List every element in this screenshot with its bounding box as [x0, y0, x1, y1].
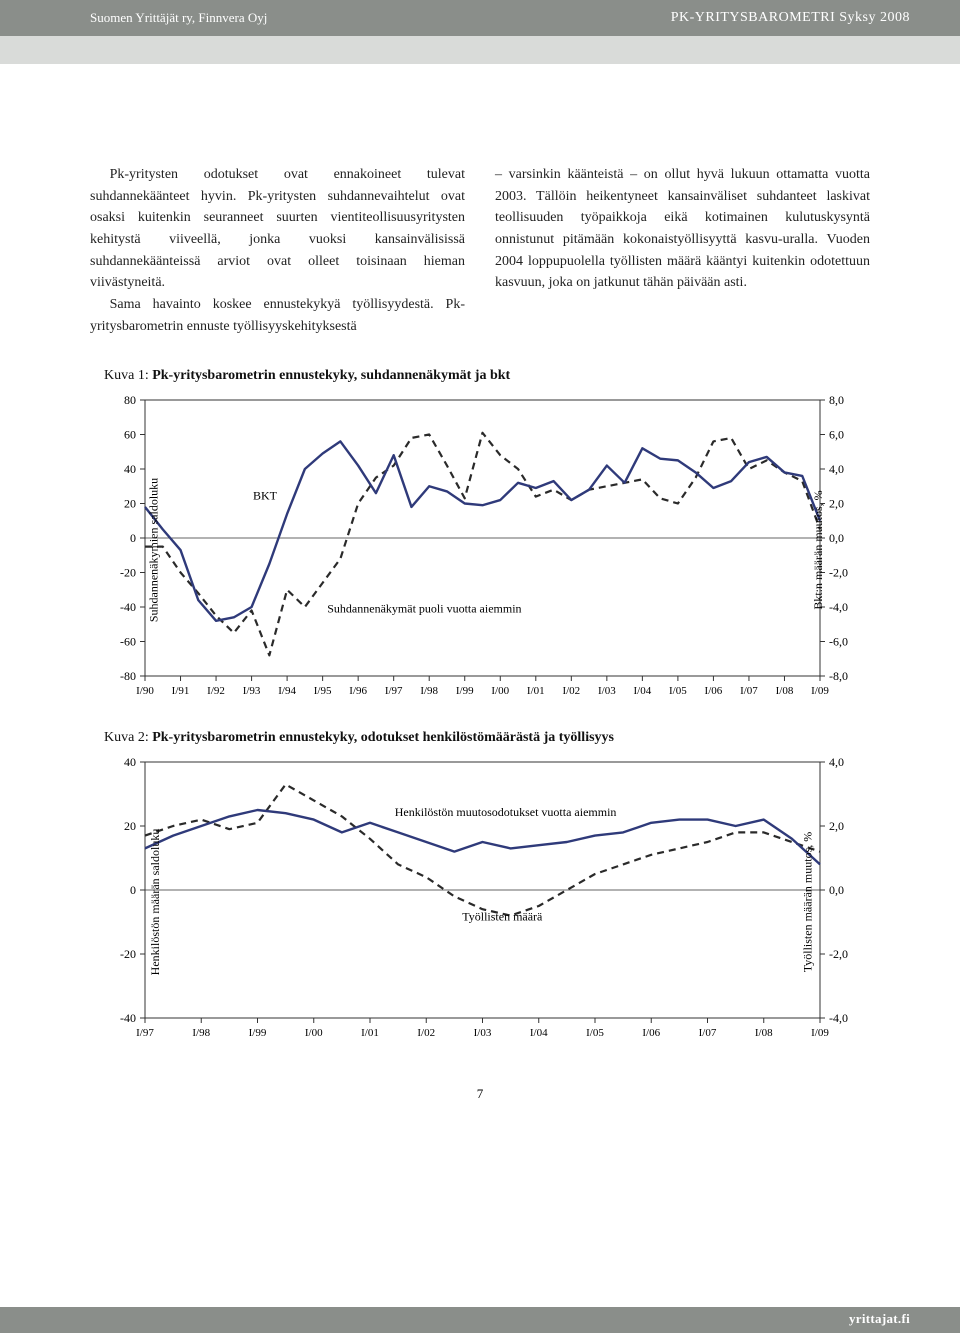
svg-text:I/07: I/07 — [699, 1027, 717, 1039]
header-bar: Suomen Yrittäjät ry, Finnvera Oyj PK-YRI… — [0, 0, 960, 36]
svg-text:I/97: I/97 — [385, 685, 403, 697]
svg-text:I/02: I/02 — [562, 685, 580, 697]
svg-text:I/06: I/06 — [642, 1027, 660, 1039]
svg-text:-20: -20 — [120, 565, 136, 579]
svg-text:I/09: I/09 — [811, 685, 829, 697]
page: Suomen Yrittäjät ry, Finnvera Oyj PK-YRI… — [0, 0, 960, 1333]
svg-text:80: 80 — [124, 393, 136, 407]
footer-bar: yrittajat.fi — [0, 1307, 960, 1333]
svg-text:I/01: I/01 — [527, 685, 545, 697]
svg-text:4,0: 4,0 — [829, 755, 844, 769]
svg-text:-20: -20 — [120, 947, 136, 961]
svg-text:-80: -80 — [120, 669, 136, 683]
chart-2: Henkilöstön määrän saldoluku Työllisten … — [90, 752, 870, 1052]
paragraph: – varsinkin käänteistä – on ollut hyvä l… — [495, 164, 870, 294]
svg-text:-2,0: -2,0 — [829, 565, 848, 579]
svg-text:I/02: I/02 — [417, 1027, 435, 1039]
chart-1: Suhdannenäkymien saldoluku Bkt:n määrän … — [90, 390, 870, 710]
svg-text:20: 20 — [124, 819, 136, 833]
svg-text:I/00: I/00 — [491, 685, 509, 697]
svg-text:I/90: I/90 — [136, 685, 154, 697]
chart-2-svg: -40 -4,0 -20 -2,0 0 0,0 20 2,0 40 4,0 I/97 I/98 I/99… — [90, 752, 870, 1052]
svg-text:40: 40 — [124, 462, 136, 476]
header-right: PK-YRITYSBAROMETRI Syksy 2008 — [671, 10, 910, 26]
svg-text:60: 60 — [124, 427, 136, 441]
svg-text:I/99: I/99 — [456, 685, 474, 697]
svg-text:I/05: I/05 — [669, 685, 687, 697]
y-axis-right-label: Työllisten määrän muutos, % — [800, 831, 815, 971]
svg-text:I/07: I/07 — [740, 685, 758, 697]
svg-text:I/97: I/97 — [136, 1027, 154, 1039]
column-right: – varsinkin käänteistä – on ollut hyvä l… — [495, 164, 870, 338]
svg-text:I/96: I/96 — [349, 685, 367, 697]
content: Pk-yritysten odotukset ovat ennakoineet … — [0, 64, 960, 1132]
svg-text:I/91: I/91 — [172, 685, 190, 697]
svg-text:-40: -40 — [120, 600, 136, 614]
figure-2-title: Kuva 2: Pk-yritysbarometrin ennustekyky,… — [104, 730, 870, 746]
svg-text:0,0: 0,0 — [829, 531, 844, 545]
svg-text:I/09: I/09 — [811, 1027, 829, 1039]
svg-text:2,0: 2,0 — [829, 819, 844, 833]
svg-text:4,0: 4,0 — [829, 462, 844, 476]
svg-text:I/08: I/08 — [776, 685, 794, 697]
svg-text:I/08: I/08 — [755, 1027, 773, 1039]
svg-text:I/06: I/06 — [705, 685, 723, 697]
svg-text:0: 0 — [130, 883, 136, 897]
svg-text:I/99: I/99 — [249, 1027, 267, 1039]
svg-text:40: 40 — [124, 755, 136, 769]
svg-text:20: 20 — [124, 496, 136, 510]
svg-text:Työllisten määrä: Työllisten määrä — [462, 909, 543, 923]
svg-text:I/93: I/93 — [243, 685, 261, 697]
svg-text:I/01: I/01 — [361, 1027, 379, 1039]
svg-text:6,0: 6,0 — [829, 427, 844, 441]
figure-1-title: Kuva 1: Pk-yritysbarometrin ennustekyky,… — [104, 368, 870, 384]
svg-text:I/04: I/04 — [530, 1027, 548, 1039]
column-left: Pk-yritysten odotukset ovat ennakoineet … — [90, 164, 465, 338]
svg-text:-40: -40 — [120, 1011, 136, 1025]
svg-text:I/92: I/92 — [207, 685, 225, 697]
svg-text:2,0: 2,0 — [829, 496, 844, 510]
page-number: 7 — [90, 1072, 870, 1102]
svg-text:I/03: I/03 — [474, 1027, 492, 1039]
svg-text:I/95: I/95 — [314, 685, 332, 697]
y-axis-left-label: Henkilöstön määrän saldoluku — [148, 828, 163, 975]
svg-text:I/05: I/05 — [586, 1027, 604, 1039]
svg-text:I/94: I/94 — [278, 685, 296, 697]
svg-text:0: 0 — [130, 531, 136, 545]
svg-text:I/03: I/03 — [598, 685, 616, 697]
svg-text:8,0: 8,0 — [829, 393, 844, 407]
svg-text:Henkilöstön muutosodotukset vu: Henkilöstön muutosodotukset vuotta aiemm… — [395, 804, 617, 818]
svg-text:I/98: I/98 — [420, 685, 438, 697]
svg-text:I/04: I/04 — [634, 685, 652, 697]
y-axis-right-label: Bkt:n määrän muutos, % — [811, 490, 826, 609]
y-axis-left-label: Suhdannenäkymien saldoluku — [147, 477, 162, 621]
svg-text:I/00: I/00 — [305, 1027, 323, 1039]
paragraph: Sama havainto koskee ennustekykyä työlli… — [90, 294, 465, 337]
svg-text:BKT: BKT — [253, 488, 278, 502]
svg-text:-6,0: -6,0 — [829, 634, 848, 648]
svg-text:-60: -60 — [120, 634, 136, 648]
header-left: Suomen Yrittäjät ry, Finnvera Oyj — [90, 10, 267, 26]
grey-stripe — [0, 36, 960, 64]
paragraph: Pk-yritysten odotukset ovat ennakoineet … — [90, 164, 465, 294]
footer-link: yrittajat.fi — [849, 1311, 910, 1326]
svg-text:-8,0: -8,0 — [829, 669, 848, 683]
svg-text:-4,0: -4,0 — [829, 1011, 848, 1025]
svg-text:Suhdannenäkymät puoli vuotta a: Suhdannenäkymät puoli vuotta aiemmin — [327, 601, 521, 615]
chart-1-svg: -80 -8,0 -60 -6,0 -40 -4,0 -20 -2,0 0 0,0 20 2,0 40 4… — [90, 390, 870, 710]
body-columns: Pk-yritysten odotukset ovat ennakoineet … — [90, 164, 870, 338]
svg-text:0,0: 0,0 — [829, 883, 844, 897]
svg-text:I/98: I/98 — [192, 1027, 210, 1039]
svg-text:-2,0: -2,0 — [829, 947, 848, 961]
svg-text:-4,0: -4,0 — [829, 600, 848, 614]
